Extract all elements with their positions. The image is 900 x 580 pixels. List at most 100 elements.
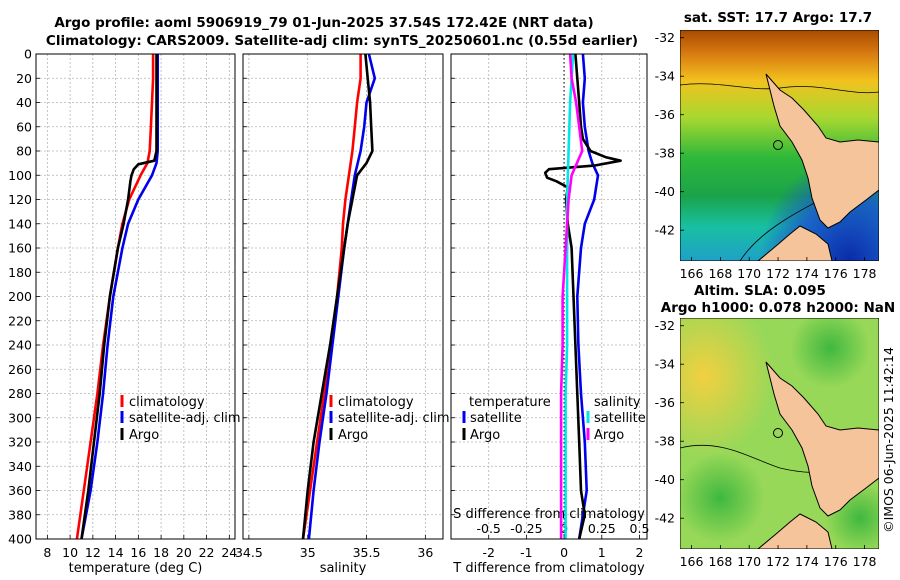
- depth-tick-label: 60: [16, 119, 32, 134]
- x-tick-label: 20: [176, 545, 192, 560]
- x-tick-label: 22: [199, 545, 215, 560]
- sla-map-title-line2: Argo h1000: 0.078 h2000: NaN: [661, 300, 895, 316]
- map-lon-tick-label: 170: [737, 554, 761, 569]
- legend-label-s-satellite: satellite: [594, 411, 646, 426]
- depth-tick-label: 140: [8, 216, 32, 231]
- x-tick-label: 35: [300, 545, 316, 560]
- s-tick-label: -0.5: [476, 521, 500, 536]
- sst-map-title: sat. SST: 17.7 Argo: 17.7: [684, 10, 872, 26]
- map-lon-tick-label: 174: [795, 266, 819, 281]
- map-lat-tick-label: -40: [655, 472, 675, 487]
- legend-label-t-satellite: satellite: [470, 411, 522, 426]
- map-lat-tick-label: -32: [655, 318, 675, 333]
- series-line-climatology: [301, 54, 362, 540]
- series-line-temperature-satellite: [575, 53, 600, 540]
- map-lon-tick-label: 172: [766, 554, 790, 569]
- x-tick-label: 35.5: [353, 545, 381, 560]
- depth-tick-label: 0: [24, 47, 32, 62]
- map-lat-tick-label: -34: [655, 69, 675, 84]
- x-tick-label: 18: [153, 545, 169, 560]
- sla-map-title-line1: Altim. SLA: 0.095: [694, 283, 826, 299]
- map-lat-tick-label: -42: [655, 223, 675, 238]
- map-lon-tick-label: 166: [680, 266, 704, 281]
- plot-frame: [450, 53, 648, 540]
- depth-tick-label: 220: [8, 313, 32, 328]
- map-lat-tick-label: -32: [655, 30, 675, 45]
- map-lat-tick-label: -38: [655, 434, 675, 449]
- map-lon-tick-label: 168: [708, 554, 732, 569]
- depth-tick-label: 300: [8, 410, 32, 425]
- sst-map: sat. SST: 17.7 Argo: 17.7 166 168 170 172 17…: [655, 10, 879, 281]
- difference-panel: -2 -1 0 1 2 -0.5 -0.25 0 0.25 0.5S difference fro…: [450, 53, 650, 576]
- s-tick-label: 0: [560, 521, 568, 536]
- difference-legend: temperature satellite Argo salinity sate…: [462, 395, 646, 443]
- temperature-legend: climatology satellite-adj. clim Argo: [120, 395, 241, 443]
- map-lon-tick-label: 176: [824, 554, 848, 569]
- depth-tick-label: 400: [8, 532, 32, 547]
- nz-north-island: [765, 361, 879, 517]
- s-axis-label: S difference from climatology: [453, 507, 645, 522]
- map-lon-tick-label: 178: [853, 554, 877, 569]
- s-tick-label: 0.25: [588, 521, 616, 536]
- legend-header-temperature: temperature: [469, 395, 551, 410]
- depth-tick-label: 380: [8, 507, 32, 522]
- plot-frame: [35, 53, 236, 540]
- x-tick-label: -2: [482, 545, 494, 560]
- nz-south-island: [757, 225, 833, 261]
- nz-south-island: [757, 513, 833, 549]
- depth-tick-label: 260: [8, 362, 32, 377]
- legend-label-satellite-adj: satellite-adj. clim: [129, 411, 241, 426]
- legend-label-t-argo: Argo: [470, 428, 500, 443]
- salinity-panel: 34.5 35 35.5 36 salinity: [235, 53, 444, 576]
- sla-map: Altim. SLA: 0.095 Argo h1000: 0.078 h200…: [655, 283, 896, 569]
- depth-tick-label: 40: [16, 95, 32, 110]
- x-tick-label: 2: [635, 545, 643, 560]
- x-tick-label: 0: [560, 545, 568, 560]
- series-line-salinity-satellite: [564, 53, 575, 539]
- legend-header-salinity: salinity: [594, 395, 641, 410]
- map-lon-tick-label: 178: [853, 266, 877, 281]
- depth-tick-label: 20: [16, 71, 32, 86]
- x-tick-label: 8: [43, 545, 51, 560]
- x-axis-label: T difference from climatology: [452, 561, 645, 576]
- x-tick-label: 14: [108, 545, 124, 560]
- depth-tick-label: 160: [8, 241, 32, 256]
- x-tick-label: 24: [221, 545, 237, 560]
- map-lat-tick-label: -40: [655, 184, 675, 199]
- s-tick-label: -0.25: [510, 521, 542, 536]
- legend-label-climatology: climatology: [338, 395, 414, 410]
- s-tick-label: 0.5: [630, 521, 650, 536]
- map-lat-tick-label: -38: [655, 146, 675, 161]
- map-lon-tick-label: 170: [737, 266, 761, 281]
- sst-contour-line: [680, 83, 879, 94]
- sst-map-image: [680, 30, 879, 261]
- x-tick-label: 10: [62, 545, 78, 560]
- series-line-argo: [80, 54, 158, 540]
- legend-label-argo: Argo: [129, 428, 159, 443]
- map-lat-tick-label: -42: [655, 511, 675, 526]
- depth-tick-label: 360: [8, 483, 32, 498]
- figure-title-line1: Argo profile: aoml 5906919_79 01-Jun-202…: [54, 15, 593, 31]
- depth-tick-label: 200: [8, 289, 32, 304]
- depth-tick-label: 320: [8, 435, 32, 450]
- series-line-argo: [301, 53, 374, 540]
- plot-frame: [242, 53, 444, 540]
- depth-tick-label: 120: [8, 192, 32, 207]
- legend-label-s-argo: Argo: [594, 428, 624, 443]
- series-line-salinity-argo: [559, 53, 584, 539]
- depth-tick-label: 180: [8, 265, 32, 280]
- legend-label-argo: Argo: [338, 428, 368, 443]
- map-lon-tick-label: 174: [795, 554, 819, 569]
- x-tick-label: -1: [520, 545, 532, 560]
- imos-credit: ©IMOS 06-Jun-2025 11:42:14: [881, 347, 896, 533]
- argo-float-marker: [773, 428, 783, 438]
- map-lat-tick-label: -36: [655, 107, 675, 122]
- map-lon-tick-label: 176: [824, 266, 848, 281]
- series-line-temperature-argo: [543, 53, 622, 540]
- x-tick-label: 36: [417, 545, 433, 560]
- temperature-panel: 0 20 40 60 80 100 120 140 160 180 200 220 240 260 280 3…: [8, 47, 237, 577]
- x-axis-label: salinity: [320, 561, 367, 576]
- x-tick-label: 1: [598, 545, 606, 560]
- map-lat-tick-label: -34: [655, 357, 675, 372]
- x-tick-label: 12: [85, 545, 101, 560]
